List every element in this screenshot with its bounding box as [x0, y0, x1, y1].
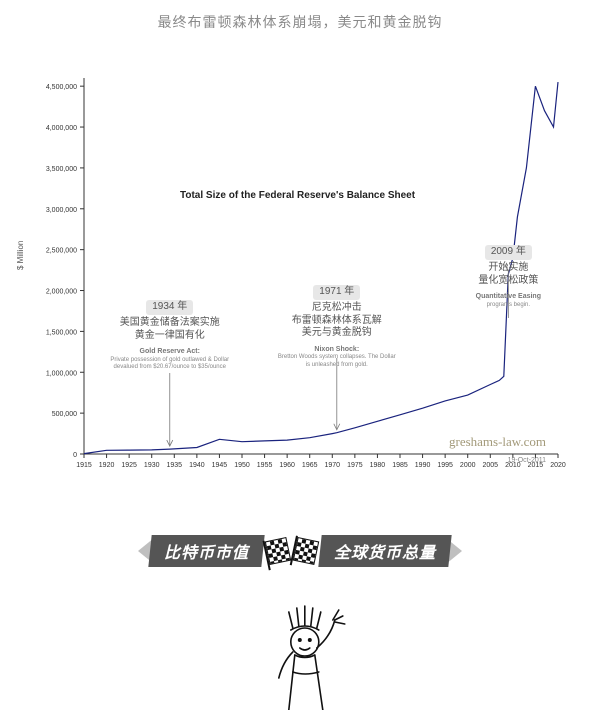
- banner-left-text: 比特币市值: [164, 539, 249, 563]
- race-flags-icon: [264, 539, 320, 563]
- annotation-body: 尼克松冲击布雷顿森林体系瓦解美元与黄金脱钩: [277, 302, 397, 340]
- svg-text:4,000,000: 4,000,000: [46, 125, 77, 132]
- svg-text:1,500,000: 1,500,000: [46, 329, 77, 336]
- svg-text:1935: 1935: [166, 462, 182, 469]
- checkered-flag-icon: [292, 537, 319, 565]
- annotation-1971: 1971 年 尼克松冲击布雷顿森林体系瓦解美元与黄金脱钩 Nixon Shock…: [277, 280, 397, 369]
- svg-text:1960: 1960: [279, 462, 295, 469]
- chart-date-stamp: 19-Oct-2011: [508, 457, 546, 464]
- svg-text:1975: 1975: [347, 462, 363, 469]
- banner-right-block: 全球货币总量: [318, 535, 451, 567]
- annotation-head: 1971 年: [313, 285, 360, 300]
- annotation-en: Quantitative Easing: [458, 293, 558, 302]
- svg-text:2020: 2020: [550, 462, 566, 469]
- svg-text:1925: 1925: [121, 462, 137, 469]
- statue-of-liberty-icon: [245, 600, 365, 710]
- svg-text:1915: 1915: [76, 462, 92, 469]
- svg-text:1990: 1990: [415, 462, 431, 469]
- annotation-2009: 2009 年 开始实施量化宽松政策 Quantitative Easing pr…: [458, 240, 558, 309]
- svg-text:500,000: 500,000: [52, 411, 77, 418]
- svg-text:2000: 2000: [460, 462, 476, 469]
- chart-title: Total Size of the Federal Reserve's Bala…: [180, 190, 415, 201]
- svg-text:2005: 2005: [482, 462, 498, 469]
- svg-text:1945: 1945: [212, 462, 228, 469]
- svg-text:1,000,000: 1,000,000: [46, 370, 77, 377]
- annotation-head: 1934 年: [146, 300, 193, 315]
- svg-text:1940: 1940: [189, 462, 205, 469]
- annotation-en-sub: programs begin.: [458, 302, 558, 310]
- svg-text:1920: 1920: [99, 462, 115, 469]
- svg-text:1980: 1980: [370, 462, 386, 469]
- page: 最终布雷顿森林体系崩塌，美元和黄金脱钩 $ Million Total Size…: [0, 0, 600, 712]
- annotation-1934: 1934 年 美国黄金储备法案实施黄金一律国有化 Gold Reserve Ac…: [110, 295, 230, 372]
- annotation-body: 开始实施量化宽松政策: [458, 262, 558, 287]
- svg-text:0: 0: [73, 452, 77, 459]
- banner-right-text: 全球货币总量: [334, 539, 436, 563]
- svg-text:1965: 1965: [302, 462, 318, 469]
- svg-text:4,500,000: 4,500,000: [46, 84, 77, 91]
- svg-text:1950: 1950: [234, 462, 250, 469]
- svg-text:1970: 1970: [324, 462, 340, 469]
- svg-text:2,000,000: 2,000,000: [46, 289, 77, 296]
- chart-y-axis-label: $ Million: [16, 241, 25, 270]
- svg-text:2,500,000: 2,500,000: [46, 248, 77, 255]
- chart-watermark: greshams-law.com: [449, 434, 546, 450]
- banner-left-block: 比特币市值: [149, 535, 265, 567]
- svg-text:1930: 1930: [144, 462, 160, 469]
- svg-text:3,000,000: 3,000,000: [46, 207, 77, 214]
- svg-text:1995: 1995: [437, 462, 453, 469]
- checkered-flag-icon: [264, 537, 291, 565]
- annotation-body: 美国黄金储备法案实施黄金一律国有化: [110, 317, 230, 342]
- svg-text:3,500,000: 3,500,000: [46, 166, 77, 173]
- svg-text:1955: 1955: [257, 462, 273, 469]
- annotation-en: Gold Reserve Act:: [110, 348, 230, 357]
- annotation-en-sub: Private possession of gold outlawed & Do…: [110, 357, 230, 372]
- fed-balance-sheet-chart: $ Million Total Size of the Federal Rese…: [30, 70, 570, 490]
- annotation-head: 2009 年: [485, 245, 532, 260]
- annotation-en: Nixon Shock:: [277, 346, 397, 355]
- svg-text:1985: 1985: [392, 462, 408, 469]
- vs-banner: 比特币市值 全球货币总量: [0, 530, 600, 572]
- page-subtitle: 最终布雷顿森林体系崩塌，美元和黄金脱钩: [0, 12, 600, 32]
- annotation-en-sub: Bretton Woods system collapses. The Doll…: [277, 354, 397, 369]
